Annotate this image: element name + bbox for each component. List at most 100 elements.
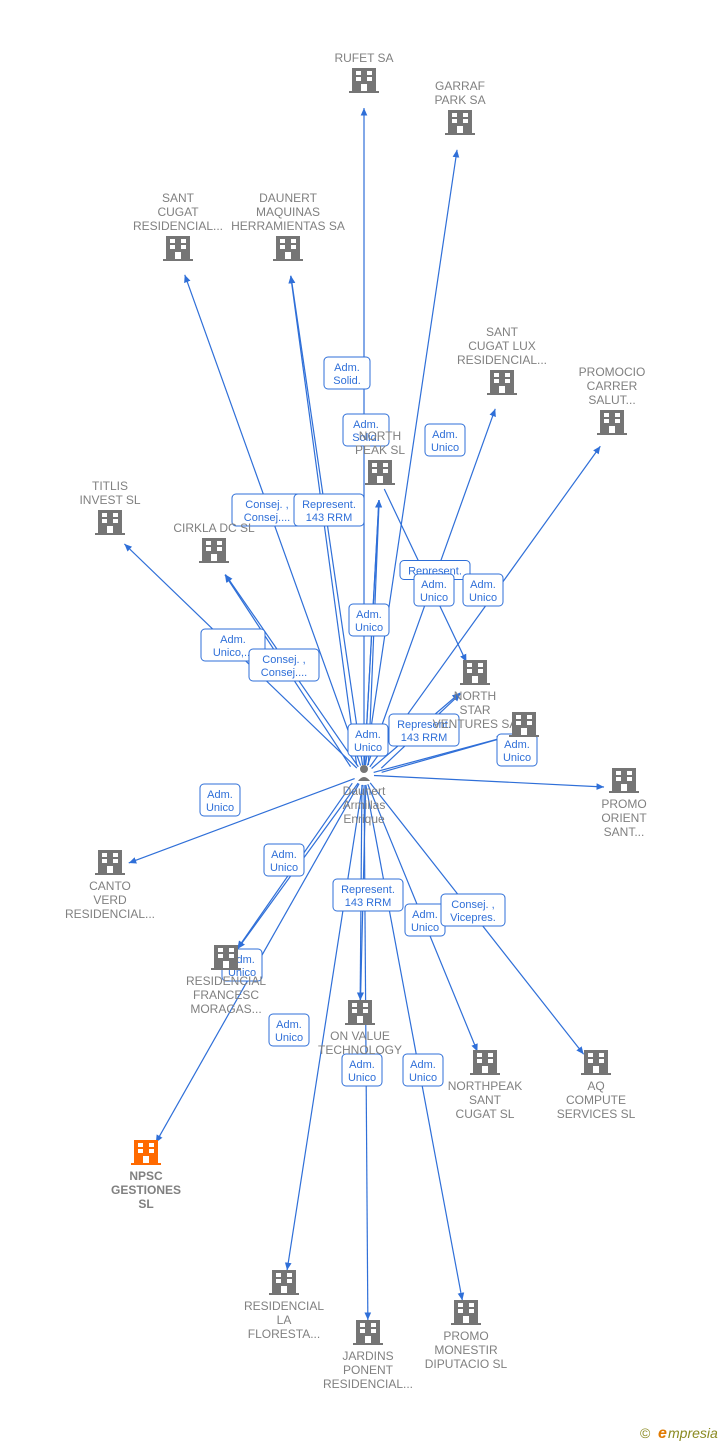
- svg-text:Adm.: Adm.: [207, 789, 233, 801]
- company-label: FRANCESC: [193, 988, 259, 1002]
- svg-text:Unico: Unico: [503, 752, 531, 764]
- company-label: CUGAT LUX: [468, 339, 536, 353]
- person-node-center[interactable]: DaunertArmillasEnrique: [343, 765, 386, 826]
- svg-text:143 RRM: 143 RRM: [401, 732, 447, 744]
- company-label: PEAK SL: [355, 443, 405, 457]
- building-icon: [445, 110, 475, 135]
- brand-logo-accent: e: [658, 1425, 667, 1442]
- svg-text:Unico: Unico: [206, 802, 234, 814]
- edge-label: Adm.Unico: [342, 1054, 382, 1086]
- building-icon: [509, 712, 539, 737]
- company-label: NORTHPEAK: [448, 1079, 522, 1093]
- svg-text:Adm.: Adm.: [220, 634, 246, 646]
- svg-text:Unico: Unico: [420, 592, 448, 604]
- building-icon: [451, 1300, 481, 1325]
- edge-label: Adm.Unico: [463, 574, 503, 606]
- company-label: RESIDENCIAL...: [133, 219, 223, 233]
- company-node[interactable]: CANTOVERDRESIDENCIAL...: [65, 850, 155, 921]
- company-node[interactable]: PROMOMONESTIRDIPUTACIO SL: [425, 1300, 508, 1371]
- company-label: VENTURES SA: [433, 717, 518, 731]
- svg-text:Adm.: Adm.: [349, 1059, 375, 1071]
- svg-text:143 RRM: 143 RRM: [306, 512, 352, 524]
- svg-text:Unico: Unico: [469, 592, 497, 604]
- company-label: RESIDENCIAL...: [457, 353, 547, 367]
- building-icon: [365, 460, 395, 485]
- company-node[interactable]: NPSCGESTIONESSL: [111, 1140, 181, 1211]
- network-diagram: Adm.Solid.Adm.Solid.Adm.UnicoConsej. ,Co…: [0, 0, 728, 1455]
- company-label: COMPUTE: [566, 1093, 626, 1107]
- company-node[interactable]: SANTCUGATRESIDENCIAL...: [133, 191, 223, 261]
- company-label: TITLIS: [92, 479, 128, 493]
- company-node[interactable]: SANTCUGAT LUXRESIDENCIAL...: [457, 325, 547, 395]
- company-node[interactable]: NORTHPEAKSANTCUGAT SL: [448, 1050, 522, 1121]
- edge-label: Adm.Unico: [264, 844, 304, 876]
- company-node[interactable]: TITLISINVEST SL: [79, 479, 140, 535]
- building-icon: [95, 510, 125, 535]
- company-node[interactable]: NORTHPEAK SL: [355, 429, 405, 485]
- brand-logo-text: mpresia: [668, 1425, 718, 1441]
- svg-text:Adm.: Adm.: [271, 849, 297, 861]
- company-label: DAUNERT: [259, 191, 317, 205]
- company-label: AQ: [587, 1079, 604, 1093]
- company-label: CIRKLA DC SL: [173, 521, 255, 535]
- company-label: MONESTIR: [434, 1343, 498, 1357]
- edge-label: Adm.Unico: [414, 574, 454, 606]
- company-label: STAR: [459, 703, 490, 717]
- company-node[interactable]: PROMOORIENTSANT...: [601, 768, 647, 839]
- company-label: SANT: [486, 325, 519, 339]
- company-node[interactable]: PROMOCIOCARRERSALUT...: [579, 365, 646, 435]
- company-label: GESTIONES: [111, 1183, 181, 1197]
- svg-text:Unico: Unico: [348, 1072, 376, 1084]
- building-icon: [353, 1320, 383, 1345]
- company-node[interactable]: RESIDENCIALLAFLORESTA...: [244, 1270, 324, 1341]
- company-label: SERVICES SL: [557, 1107, 636, 1121]
- svg-text:Adm.: Adm.: [334, 362, 360, 374]
- svg-text:Consej....: Consej....: [261, 667, 307, 679]
- company-label: LA: [277, 1313, 292, 1327]
- svg-text:Adm.: Adm.: [432, 429, 458, 441]
- company-node[interactable]: RUFET SA: [334, 51, 393, 93]
- company-label: MAQUINAS: [256, 205, 320, 219]
- company-node[interactable]: NORTHSTARVENTURES SA: [433, 660, 518, 731]
- edge-label: Consej. ,Vicepres.: [441, 894, 505, 926]
- edge-label: Adm.Solid.: [324, 357, 370, 389]
- company-label: INVEST SL: [79, 493, 140, 507]
- building-icon: [609, 768, 639, 793]
- company-label: NORTH: [454, 689, 496, 703]
- company-label: RESIDENCIAL...: [323, 1377, 413, 1391]
- company-node[interactable]: DAUNERTMAQUINASHERRAMIENTAS SA: [231, 191, 345, 261]
- svg-text:Unico: Unico: [275, 1032, 303, 1044]
- company-label: PONENT: [343, 1363, 394, 1377]
- company-node[interactable]: ON VALUETECHNOLOGY: [318, 1000, 402, 1057]
- edge-label: Adm.Unico: [497, 734, 537, 766]
- edge-label: Adm.Unico: [348, 724, 388, 756]
- company-node[interactable]: JARDINSPONENTRESIDENCIAL...: [323, 1320, 413, 1391]
- svg-text:Consej. ,: Consej. ,: [262, 654, 305, 666]
- edge-label: Adm.Unico: [425, 424, 465, 456]
- svg-text:Vicepres.: Vicepres.: [450, 912, 496, 924]
- company-label: PROMO: [601, 797, 646, 811]
- building-icon: [349, 68, 379, 93]
- company-label: SANT: [162, 191, 195, 205]
- company-label: RUFET SA: [334, 51, 393, 65]
- svg-text:Represent.: Represent.: [302, 499, 356, 511]
- company-node[interactable]: AQCOMPUTESERVICES SL: [557, 1050, 636, 1121]
- svg-text:Adm.: Adm.: [276, 1019, 302, 1031]
- building-icon: [131, 1140, 161, 1165]
- building-icon: [487, 370, 517, 395]
- svg-text:Unico: Unico: [270, 862, 298, 874]
- svg-text:Unico: Unico: [411, 922, 439, 934]
- building-icon: [460, 660, 490, 685]
- company-label: JARDINS: [342, 1349, 393, 1363]
- company-label: SANT: [469, 1093, 502, 1107]
- company-node[interactable]: [509, 712, 539, 737]
- company-label: PROMOCIO: [579, 365, 646, 379]
- company-node[interactable]: GARRAFPARK SA: [434, 79, 485, 135]
- svg-text:Adm.: Adm.: [410, 1059, 436, 1071]
- building-icon: [273, 236, 303, 261]
- company-node[interactable]: CIRKLA DC SL: [173, 521, 255, 563]
- svg-text:Unico: Unico: [355, 622, 383, 634]
- person-icon: [358, 765, 370, 781]
- company-label: NORTH: [359, 429, 401, 443]
- edge-label: Adm.Unico: [200, 784, 240, 816]
